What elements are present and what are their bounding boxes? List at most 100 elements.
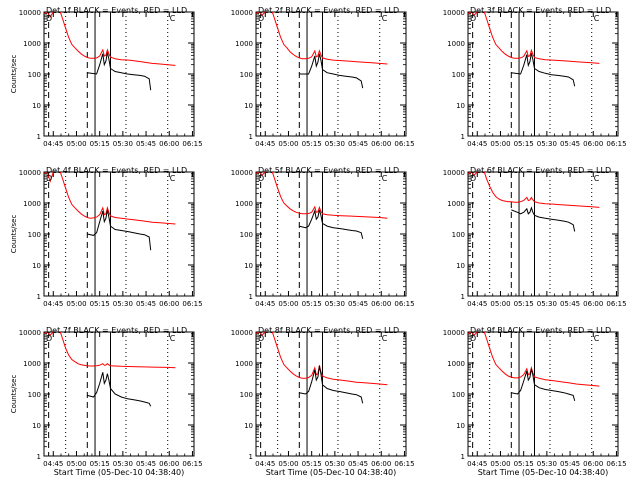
y-tick-label: 100: [240, 391, 253, 399]
y-axis-label: Counts/sec: [10, 55, 18, 94]
x-tick-label: 05:00: [66, 300, 86, 308]
y-tick-label: 1: [461, 293, 465, 301]
series-line-black-events: [511, 368, 576, 402]
x-tick-label: 05:00: [490, 460, 510, 468]
y-tick-label: 10000: [443, 9, 465, 17]
marker-label: C: [382, 334, 388, 343]
x-tick-label: 04:45: [255, 300, 275, 308]
x-tick-label: 06:00: [159, 460, 179, 468]
x-axis-label: Start Time (05-Dec-10 04:38:40): [54, 468, 185, 477]
series-line-black-events: [87, 372, 152, 407]
y-tick-label: 10: [456, 262, 465, 270]
panel-title: Det 6f BLACK = Events, RED = LLD: [470, 166, 611, 175]
x-tick-label: 05:00: [278, 300, 298, 308]
x-tick-label: 05:45: [560, 140, 580, 148]
series-line-red-lld: [468, 332, 600, 387]
marker-label: D: [46, 14, 52, 23]
y-tick-label: 1: [37, 133, 41, 141]
x-tick-label: 05:30: [113, 140, 133, 148]
y-tick-label: 10000: [19, 9, 41, 17]
series-group: [44, 12, 176, 91]
series-group: [44, 172, 176, 251]
y-tick-label: 1000: [447, 40, 465, 48]
x-tick-label: 06:15: [606, 300, 626, 308]
panel-title: Det 9f BLACK = Events, RED = LLD: [470, 326, 611, 335]
plot-frame: [467, 171, 619, 297]
x-tick-label: 04:45: [467, 460, 487, 468]
x-tick-label: 06:00: [159, 300, 179, 308]
marker-label: C: [594, 174, 600, 183]
y-tick-label: 100: [28, 391, 41, 399]
x-tick-label: 05:00: [66, 140, 86, 148]
panel-6: 1 10 100 1000 10000 04:45 05:00 05:15 05:30 05:45…: [443, 166, 627, 308]
x-tick-label: 06:00: [159, 140, 179, 148]
x-tick-label: 06:00: [371, 140, 391, 148]
x-tick-label: 05:15: [90, 140, 110, 148]
series-line-red-lld: [44, 332, 176, 369]
series-line-red-lld: [468, 172, 600, 208]
series-group: [256, 172, 388, 239]
x-tick-label: 05:45: [348, 140, 368, 148]
x-tick-label: 05:30: [537, 140, 557, 148]
marker-label: D: [46, 334, 52, 343]
x-tick-label: 06:15: [606, 460, 626, 468]
panel-4: 1 10 100 1000 10000 04:45 05:00 05:15 05:30 05:45…: [10, 166, 203, 308]
marker-label: D: [470, 174, 476, 183]
panel-title: Det 4f BLACK = Events, RED = LLD: [46, 166, 187, 175]
x-tick-label: 05:30: [325, 140, 345, 148]
y-tick-label: 1000: [235, 360, 253, 368]
series-line-red-lld: [256, 332, 388, 386]
y-tick-label: 1000: [235, 200, 253, 208]
x-tick-label: 04:45: [43, 140, 63, 148]
y-tick-label: 10000: [19, 169, 41, 177]
x-tick-label: 04:45: [467, 300, 487, 308]
marker-label: C: [170, 14, 176, 23]
panel-3: 1 10 100 1000 10000 04:45 05:00 05:15 05:30 05:45…: [443, 6, 627, 148]
x-tick-label: 04:45: [255, 140, 275, 148]
y-axis-label: Counts/sec: [10, 215, 18, 254]
y-tick-label: 100: [452, 391, 465, 399]
y-tick-label: 100: [28, 231, 41, 239]
x-tick-label: 05:45: [136, 140, 156, 148]
marker-label: C: [594, 14, 600, 23]
y-tick-label: 1: [461, 453, 465, 461]
x-tick-label: 04:45: [43, 460, 63, 468]
y-tick-label: 1: [249, 133, 253, 141]
series-line-black-events: [299, 365, 364, 404]
x-tick-label: 04:45: [467, 140, 487, 148]
y-tick-label: 10: [32, 102, 41, 110]
x-tick-label: 06:00: [583, 300, 603, 308]
y-tick-label: 1: [461, 133, 465, 141]
y-tick-label: 1000: [447, 200, 465, 208]
x-tick-label: 05:00: [490, 140, 510, 148]
series-group: [256, 332, 388, 404]
series-line-black-events: [87, 209, 152, 251]
y-tick-label: 1: [37, 453, 41, 461]
x-axis-label: Start Time (05-Dec-10 04:38:40): [478, 468, 609, 477]
series-group: [44, 332, 176, 407]
y-tick-label: 1000: [23, 40, 41, 48]
series-group: [256, 12, 388, 89]
y-tick-label: 10000: [19, 329, 41, 337]
x-tick-label: 04:45: [43, 300, 63, 308]
panel-title: Det 5f BLACK = Events, RED = LLD: [258, 166, 399, 175]
panel-1: 1 10 100 1000 10000 04:45 05:00 05:15 05:30 05:45…: [10, 6, 203, 148]
y-tick-label: 100: [452, 231, 465, 239]
x-tick-label: 06:00: [371, 460, 391, 468]
series-line-black-events: [511, 206, 576, 232]
x-tick-label: 05:45: [560, 300, 580, 308]
panel-7: 1 10 100 1000 10000 04:45 05:00 05:15 05:30 05:45…: [10, 326, 203, 477]
x-tick-label: 05:15: [514, 140, 534, 148]
marker-label: C: [170, 334, 176, 343]
x-tick-label: 05:15: [90, 460, 110, 468]
x-tick-label: 05:15: [302, 460, 322, 468]
series-line-black-events: [299, 209, 364, 239]
x-tick-label: 05:15: [90, 300, 110, 308]
x-tick-label: 05:30: [325, 460, 345, 468]
marker-label: D: [258, 174, 264, 183]
series-line-black-events: [511, 53, 576, 87]
x-tick-label: 06:15: [182, 460, 202, 468]
series-group: [468, 172, 600, 232]
series-line-red-lld: [44, 172, 176, 225]
